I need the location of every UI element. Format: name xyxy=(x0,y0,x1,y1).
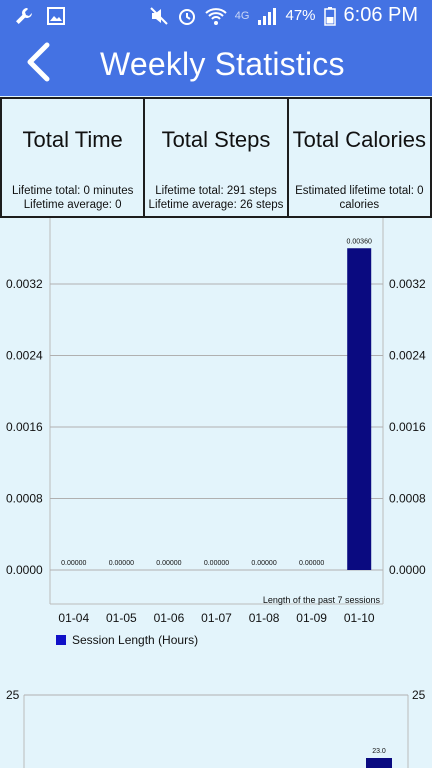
chart-bar xyxy=(366,758,392,768)
x-tick-label: 01-06 xyxy=(154,611,185,625)
card-line: Lifetime average: 26 steps xyxy=(148,199,284,211)
total-calories-card: Total Calories Estimated lifetime total:… xyxy=(288,97,432,218)
bar-value-label: 0.00000 xyxy=(251,560,276,567)
card-subtitle: Estimated lifetime total: 0 calories xyxy=(291,184,428,212)
chart-legend: Session Length (Hours) xyxy=(56,633,198,647)
app-bar: Weekly Statistics xyxy=(0,32,432,96)
y-tick-label-left: 0.0000 xyxy=(6,563,43,577)
bar-value-label: 0.00000 xyxy=(109,560,134,567)
y-tick-label-right: 0.0008 xyxy=(389,492,426,506)
card-line: Lifetime total: 291 steps xyxy=(155,185,277,197)
y-tick-label-left: 0.0008 xyxy=(6,492,43,506)
card-title: Total Steps xyxy=(161,127,271,152)
y-tick-label-right: 25 xyxy=(412,688,426,702)
signal-icon xyxy=(257,6,277,26)
y-tick-label-right: 0.0032 xyxy=(389,277,426,291)
page-title: Weekly Statistics xyxy=(100,46,345,82)
network-type: 4G xyxy=(234,9,250,22)
card-line: Lifetime total: 0 minutes xyxy=(11,185,134,197)
y-tick-label-right: 0.0000 xyxy=(389,563,426,577)
card-title: Total Time xyxy=(22,127,123,152)
y-tick-label-left: 0.0024 xyxy=(6,349,43,363)
card-line: Lifetime average: 0 xyxy=(23,199,122,211)
x-tick-label: 01-08 xyxy=(249,611,280,625)
alarm-icon xyxy=(177,6,197,26)
status-bar: 4G 47% 6:06 PM xyxy=(0,0,432,32)
bar-value-label: 23.0 xyxy=(372,748,386,755)
mute-icon xyxy=(149,6,169,26)
battery-icon xyxy=(323,6,336,26)
y-tick-label-right: 0.0016 xyxy=(389,420,426,434)
legend-label: Session Length (Hours) xyxy=(72,633,199,647)
image-icon xyxy=(46,6,66,26)
legend-swatch xyxy=(56,635,66,645)
y-tick-label-left: 25 xyxy=(6,688,20,702)
x-tick-label: 01-10 xyxy=(344,611,375,625)
x-tick-label: 01-04 xyxy=(58,611,89,625)
summary-cards: Total Time Lifetime total: 0 minutes Lif… xyxy=(0,97,432,218)
card-title: Total Calories xyxy=(292,127,426,152)
x-tick-label: 01-09 xyxy=(296,611,327,625)
bar-value-label: 0.00000 xyxy=(156,560,181,567)
wifi-icon xyxy=(205,6,227,26)
bar-value-label: 0.00000 xyxy=(61,560,86,567)
card-subtitle: Lifetime total: 0 minutes Lifetime avera… xyxy=(4,184,141,212)
card-line: Estimated lifetime total: 0 xyxy=(295,185,424,197)
session-length-chart: 0.0000 0.0000 0.0008 0.0008 0.0016 0.0016 0.00… xyxy=(6,218,426,625)
bar-value-label: 0.00000 xyxy=(204,560,229,567)
battery-percent: 47% xyxy=(285,7,316,24)
total-steps-card: Total Steps Lifetime total: 291 steps Li… xyxy=(145,97,289,218)
bar-value-label: 0.00360 xyxy=(347,238,372,245)
second-chart: 25 25 23.0 xyxy=(6,688,426,768)
back-button[interactable] xyxy=(18,42,58,87)
card-line: calories xyxy=(339,199,380,211)
y-tick-label-left: 0.0016 xyxy=(6,420,43,434)
y-tick-label-right: 0.0024 xyxy=(389,349,426,363)
total-time-card: Total Time Lifetime total: 0 minutes Lif… xyxy=(0,97,146,218)
x-tick-label: 01-07 xyxy=(201,611,232,625)
card-subtitle: Lifetime total: 291 steps Lifetime avera… xyxy=(147,184,284,212)
bar-value-label: 0.00000 xyxy=(299,560,324,567)
chart-bar xyxy=(347,248,372,570)
clock: 6:06 PM xyxy=(343,4,418,26)
x-tick-label: 01-05 xyxy=(106,611,137,625)
chart-description: Length of the past 7 sessions xyxy=(263,595,381,605)
back-arrow-icon xyxy=(25,42,51,87)
y-tick-label-left: 0.0032 xyxy=(6,277,43,291)
wrench-icon xyxy=(14,6,34,26)
